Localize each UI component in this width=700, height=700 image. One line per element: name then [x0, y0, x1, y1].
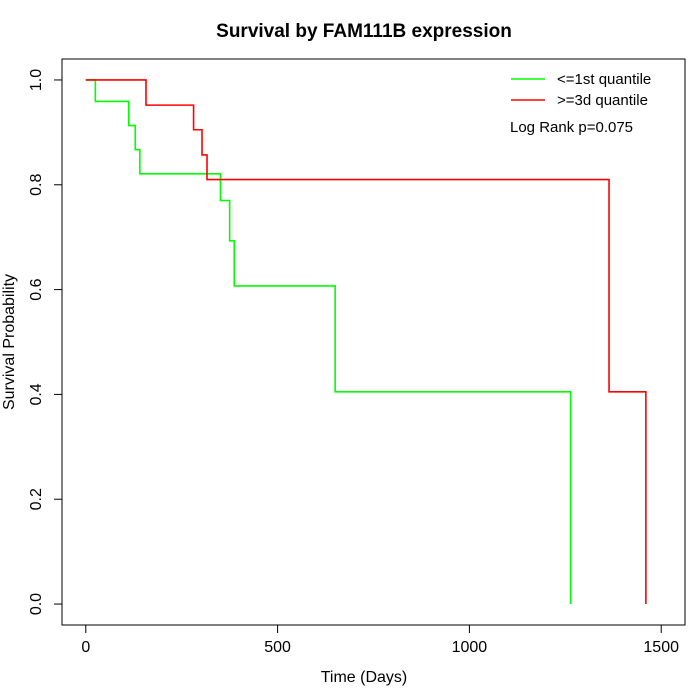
y-tick-label: 0.6 — [28, 278, 45, 300]
chart-title: Survival by FAM111B expression — [216, 21, 512, 42]
log-rank-annotation: Log Rank p=0.075 — [510, 119, 633, 136]
legend: <=1st quantile >=3d quantile — [511, 71, 651, 109]
x-tick-label: 1000 — [452, 639, 488, 656]
legend-label-low: <=1st quantile — [557, 71, 651, 88]
y-axis: 0.0 0.2 0.4 0.6 0.8 1.0 — [28, 69, 63, 615]
x-axis-label: Time (Days) — [321, 669, 408, 686]
x-axis: 0 500 1000 1500 — [81, 624, 679, 656]
x-tick-label: 1500 — [643, 639, 679, 656]
plot-frame — [61, 58, 686, 626]
y-axis-label: Survival Probability — [1, 274, 18, 410]
survival-curve-high — [85, 79, 647, 605]
x-tick-label: 0 — [81, 639, 90, 656]
series-layer — [85, 79, 647, 605]
y-tick-label: 0.0 — [28, 593, 45, 615]
y-tick-label: 0.4 — [28, 383, 45, 405]
survival-curve-low — [85, 79, 572, 605]
legend-label-high: >=3d quantile — [557, 92, 648, 109]
y-tick-label: 1.0 — [28, 69, 45, 91]
x-tick-label: 500 — [264, 639, 291, 656]
y-tick-label: 0.8 — [28, 174, 45, 196]
y-tick-label: 0.2 — [28, 488, 45, 510]
